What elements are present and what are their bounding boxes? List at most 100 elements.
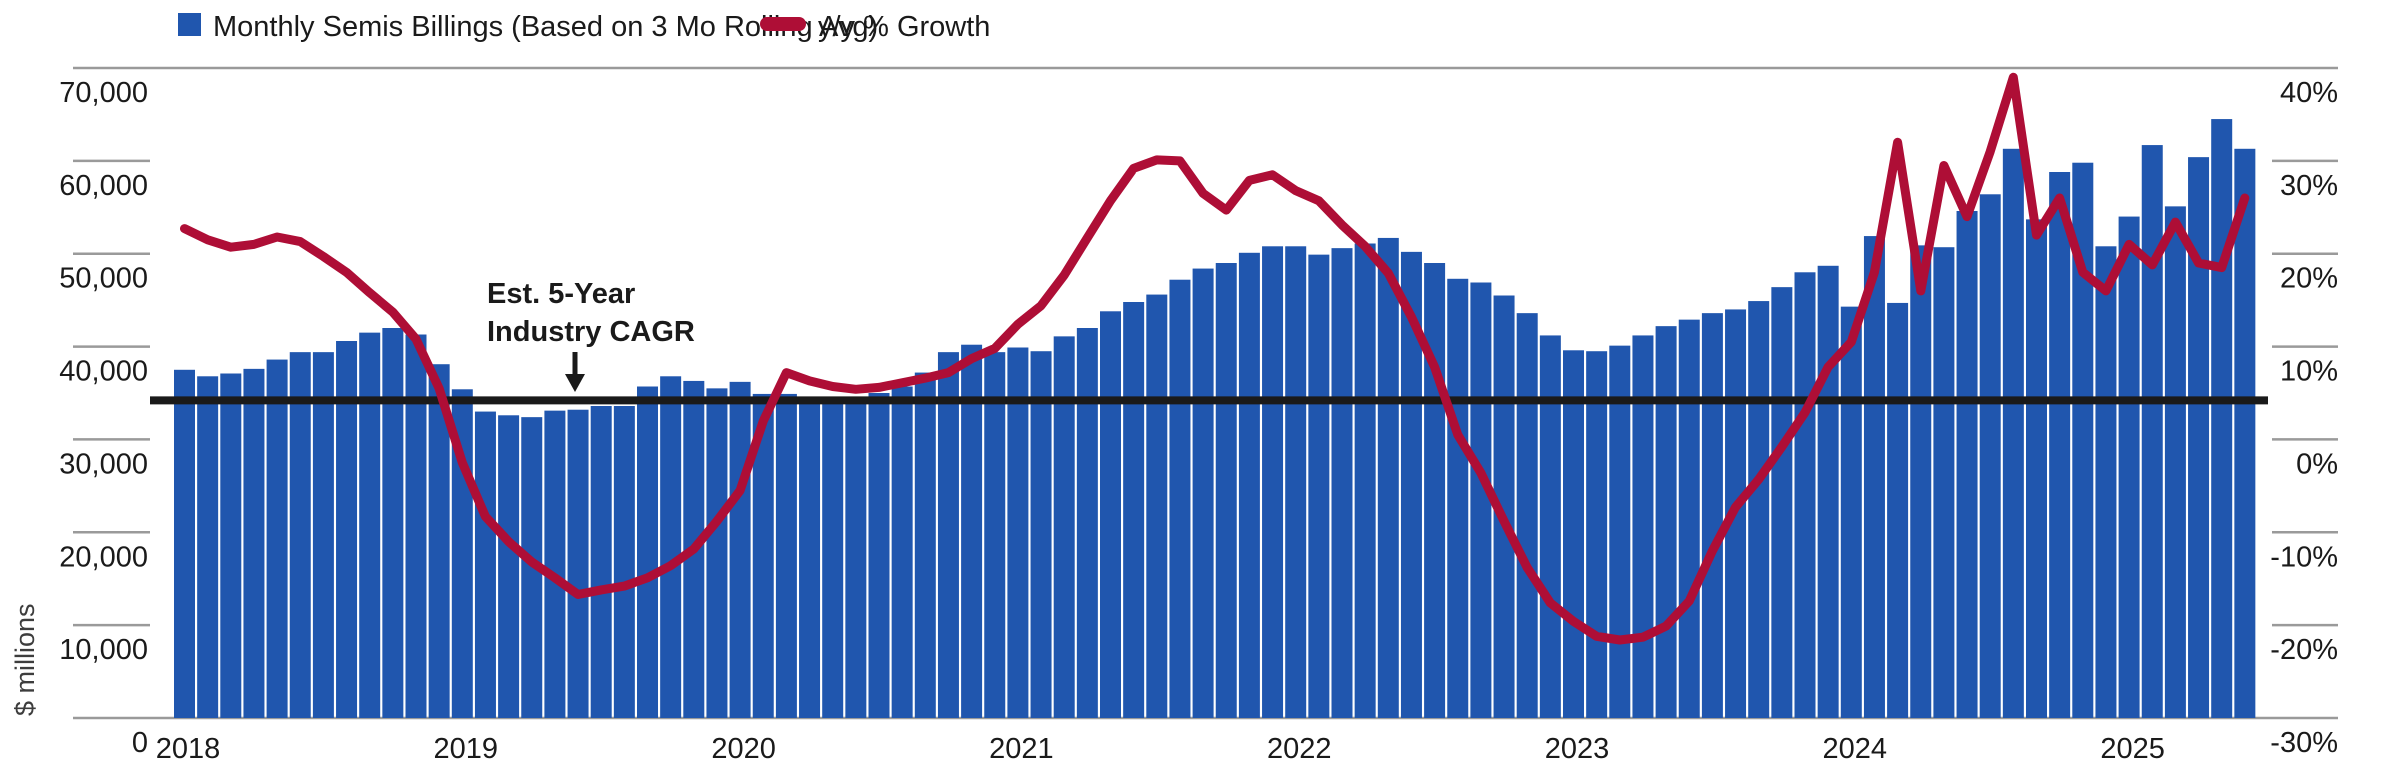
line-legend-label: y/y % Growth xyxy=(818,11,990,43)
right-axis-tick-label: -20% xyxy=(2270,634,2338,666)
billings-bar xyxy=(312,352,334,718)
billings-bar xyxy=(2211,119,2233,718)
left-axis-tick-label: 10,000 xyxy=(59,634,148,666)
billings-bar xyxy=(2026,219,2047,719)
line-legend-swatch xyxy=(760,17,806,31)
year-label: 2025 xyxy=(2100,733,2165,765)
billings-bar xyxy=(2072,162,2094,718)
billings-bar xyxy=(2141,145,2163,718)
billings-bar xyxy=(1771,287,1793,718)
billings-bar xyxy=(1285,246,1307,719)
billings-bar xyxy=(775,393,797,718)
billings-bar xyxy=(2188,157,2210,718)
billings-bar xyxy=(1933,247,1955,718)
billings-bar xyxy=(1632,335,1654,718)
billings-bar xyxy=(1007,347,1029,718)
year-label: 2021 xyxy=(989,733,1054,765)
left-axis-tick-label: 0 xyxy=(132,727,148,759)
billings-bar xyxy=(1076,328,1098,718)
billings-bar xyxy=(1678,319,1700,718)
billings-bar xyxy=(1470,282,1492,718)
billings-bar xyxy=(1563,350,1584,718)
billings-bar xyxy=(1354,243,1376,718)
billings-bar xyxy=(1817,265,1839,718)
billings-bar xyxy=(1863,236,1885,718)
year-label: 2018 xyxy=(156,733,221,765)
billings-bar xyxy=(660,376,682,718)
billings-bar xyxy=(2164,206,2186,719)
down-arrow-icon xyxy=(565,352,585,392)
billings-bar xyxy=(914,372,936,718)
growth-line-path xyxy=(180,72,2250,645)
year-label: 2024 xyxy=(1823,733,1888,765)
billings-bar xyxy=(1215,263,1237,718)
right-axis-tick-label: -10% xyxy=(2270,541,2338,573)
billings-bar xyxy=(845,396,867,718)
x-axis-year-labels: 2018 2019 2020 2021 2022 2023 2024 2025 xyxy=(156,733,2165,765)
right-axis-tick-label: 10% xyxy=(2280,356,2338,388)
legend: Monthly Semis Billings (Based on 3 Mo Ro… xyxy=(178,11,990,43)
billings-bar xyxy=(1586,351,1608,718)
left-axis-tick-label: 30,000 xyxy=(59,448,148,480)
year-label: 2020 xyxy=(711,733,776,765)
billings-bar xyxy=(706,388,728,718)
bars-legend-swatch xyxy=(178,13,201,36)
billings-bar xyxy=(174,369,195,718)
left-axis-title: $ millions xyxy=(10,603,40,716)
billings-bar xyxy=(1377,237,1399,718)
billings-bar xyxy=(243,368,265,718)
right-axis-tick-labels: 40% 30% 20% 10% 0% -10% -20% -30% xyxy=(2270,77,2338,759)
billings-bar xyxy=(613,406,635,718)
billings-bar xyxy=(1516,313,1538,718)
billings-bar xyxy=(868,393,890,718)
billings-bar xyxy=(1539,335,1561,718)
billings-bar xyxy=(1609,345,1631,718)
right-axis-tick-label: 0% xyxy=(2296,448,2338,480)
billings-bar xyxy=(1238,252,1260,719)
growth-line xyxy=(180,72,2250,645)
billings-bar xyxy=(1979,194,2001,719)
billings-bar xyxy=(1053,336,1075,718)
billings-bar xyxy=(1262,246,1284,719)
billings-bar xyxy=(336,341,358,718)
billings-bar xyxy=(1910,245,1932,719)
billings-bar xyxy=(1331,248,1353,718)
billings-bar xyxy=(2002,148,2024,719)
billings-bar xyxy=(289,352,311,718)
billings-bar xyxy=(590,406,612,718)
billings-bar xyxy=(498,415,520,718)
billings-bar xyxy=(2234,148,2256,719)
left-axis-tick-label: 40,000 xyxy=(59,356,148,388)
billings-bar xyxy=(2118,216,2140,718)
billings-bars xyxy=(174,119,2256,719)
billings-bar xyxy=(984,352,1006,718)
billings-bar xyxy=(1169,279,1191,718)
billings-bar xyxy=(1400,251,1422,719)
billings-bar xyxy=(799,399,821,718)
billings-bar xyxy=(382,328,404,718)
billings-bar xyxy=(1308,254,1330,718)
billings-bar xyxy=(1887,302,1909,718)
billings-bar xyxy=(1192,268,1214,718)
billings-bar xyxy=(1748,301,1770,718)
cagr-annotation: Est. 5-Year Industry CAGR xyxy=(487,278,695,392)
billings-bar xyxy=(1146,294,1168,718)
billings-bar xyxy=(1123,302,1145,718)
billings-bar xyxy=(1794,272,1816,718)
billings-bar xyxy=(1424,263,1446,718)
billings-bar xyxy=(937,352,959,718)
right-axis-tick-label: -30% xyxy=(2270,727,2338,759)
billings-bar xyxy=(822,398,844,718)
billings-bar xyxy=(544,410,566,718)
billings-bar xyxy=(1100,311,1121,718)
billings-bar xyxy=(752,393,774,718)
left-axis-tick-label: 50,000 xyxy=(59,263,148,295)
billings-bar xyxy=(1701,313,1723,718)
cagr-annotation-line1: Est. 5-Year xyxy=(487,278,635,310)
left-axis-tick-label: 70,000 xyxy=(59,77,148,109)
billings-bar xyxy=(266,359,288,718)
billings-bar xyxy=(197,376,219,718)
billings-bar xyxy=(961,344,983,718)
right-axis-tick-label: 30% xyxy=(2280,170,2338,202)
